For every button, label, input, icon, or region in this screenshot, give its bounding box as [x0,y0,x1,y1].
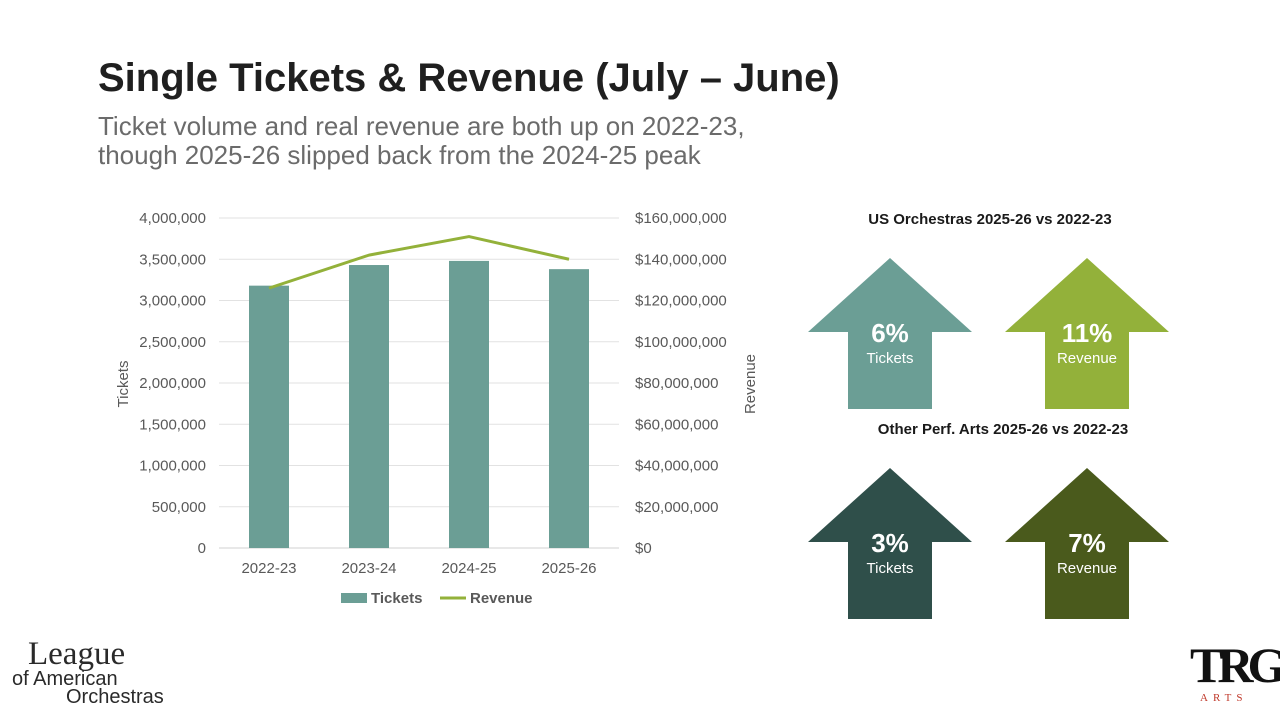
slide-subtitle: Ticket volume and real revenue are both … [98,112,898,170]
other-tickets-arrow: 3% Tickets [806,468,974,620]
us-tickets-pct: 6% [871,318,909,348]
slide-title: Single Tickets & Revenue (July – June) [98,56,840,100]
y2-tick-label: $60,000,000 [635,416,718,433]
y-tick-label: 500,000 [152,499,206,516]
y2-tick-label: $20,000,000 [635,499,718,516]
bar-tickets-2025-26 [549,269,589,548]
subtitle-line-1: Ticket volume and real revenue are both … [98,111,745,141]
bar-tickets-2022-23 [249,285,289,548]
us-revenue-pct: 11% [1061,318,1113,348]
subtitle-line-2: though 2025-26 slipped back from the 202… [98,140,701,170]
legend-label-tickets: Tickets [371,590,422,607]
us-orchestras-heading: US Orchestras 2025-26 vs 2022-23 [868,211,1112,228]
league-of-american-orchestras-logo: League of American Orchestras [12,636,202,712]
y-tick-label: 3,500,000 [139,251,206,268]
y2-tick-label: $160,000,000 [635,210,727,227]
us-tickets-label: Tickets [866,350,914,367]
tickets-revenue-chart: 0 500,000 1,000,000 1,500,000 2,000,000 2,500… [115,210,759,607]
y-tick-label: 2,000,000 [139,375,206,392]
legend-swatch-tickets [341,593,367,603]
other-tickets-label: Tickets [866,560,914,577]
other-tickets-arrow-shape [808,468,972,619]
other-arts-heading: Other Perf. Arts 2025-26 vs 2022-23 [877,421,1129,438]
line-revenue [268,235,570,290]
y2-tick-label: $120,000,000 [635,293,727,310]
legend-label-revenue: Revenue [470,590,533,607]
us-tickets-arrow-shape [808,258,972,409]
y-axis-title: Tickets [115,361,132,408]
other-tickets-pct: 3% [871,528,909,558]
y-tick-label: 1,000,000 [139,458,206,475]
y2-tick-label: $80,000,000 [635,375,718,392]
y-tick-label: 4,000,000 [139,210,206,227]
y2-tick-label: $100,000,000 [635,334,727,351]
other-revenue-arrow-shape [1005,468,1169,619]
bar-tickets-2024-25 [449,260,489,548]
us-revenue-label: Revenue [1056,350,1118,367]
x-tick-label: 2025-26 [541,560,596,577]
y-tick-label: 3,000,000 [139,293,206,310]
other-revenue-arrow: 7% Revenue [1003,468,1171,620]
us-revenue-arrow: 11% Revenue [1003,258,1171,410]
trg-arts-logo: TRG ARTS [1190,637,1280,708]
league-logo-line-3: Orchestras [66,686,164,708]
y-tick-label: 1,500,000 [139,416,206,433]
x-tick-label: 2022-23 [241,560,296,577]
us-tickets-arrow: 6% Tickets [806,258,974,410]
x-tick-label: 2024-25 [441,560,496,577]
y-tick-label: 0 [198,540,206,557]
other-revenue-pct: 7% [1068,528,1106,558]
x-tick-label: 2023-24 [341,560,396,577]
y-tick-label: 2,500,000 [139,334,206,351]
y2-tick-label: $140,000,000 [635,251,727,268]
us-revenue-arrow-shape [1005,258,1169,409]
trg-logo-sub: ARTS [1200,692,1248,704]
y2-tick-label: $0 [635,540,652,557]
other-revenue-label: Revenue [1056,560,1118,577]
y2-axis-title: Revenue [742,354,759,414]
y2-tick-label: $40,000,000 [635,458,718,475]
league-logo-line-2: of American [12,668,118,690]
bar-tickets-2023-24 [349,265,389,548]
league-logo-line-1: League [28,636,126,672]
trg-logo-mark: TRG [1190,637,1280,693]
